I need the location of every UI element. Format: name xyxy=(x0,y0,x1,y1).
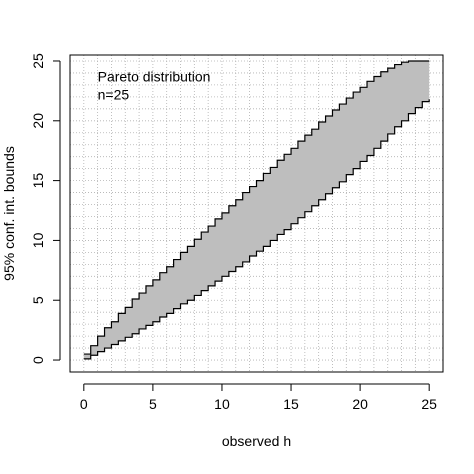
y-tick-label: 0 xyxy=(30,356,46,364)
plot-frame xyxy=(69,54,444,373)
y-axis: 0 5 10 15 20 25 xyxy=(30,53,61,364)
annotation-line-1: Pareto distribution xyxy=(98,68,211,84)
x-tick-label: 20 xyxy=(352,396,368,412)
x-tick-label: 15 xyxy=(283,396,299,412)
x-tick-label: 25 xyxy=(421,396,437,412)
y-tick-label: 5 xyxy=(30,296,46,304)
x-tick-label: 5 xyxy=(149,396,157,412)
confidence-band-area xyxy=(83,60,430,359)
y-axis-title: 95% conf. int. bounds xyxy=(1,146,17,281)
y-tick-label: 10 xyxy=(30,232,46,248)
x-axis: 0 5 10 15 20 25 xyxy=(80,383,437,412)
y-tick-label: 25 xyxy=(30,53,46,69)
x-tick-label: 10 xyxy=(214,396,230,412)
upper-bound-line xyxy=(83,60,430,355)
x-axis-title: observed h xyxy=(222,433,291,449)
x-tick-label: 0 xyxy=(80,396,88,412)
lower-bound-line xyxy=(83,99,430,360)
y-tick-label: 20 xyxy=(30,113,46,129)
annotation-line-2: n=25 xyxy=(98,86,130,102)
y-tick-label: 15 xyxy=(30,173,46,189)
